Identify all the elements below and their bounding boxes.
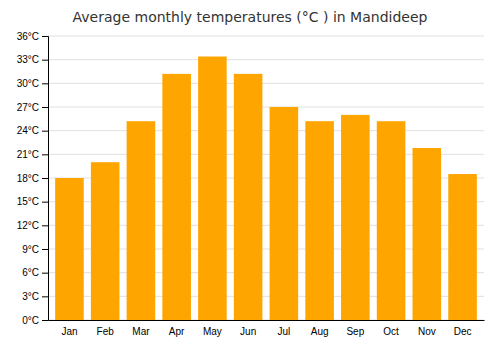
tick-label: Sep — [346, 326, 364, 337]
tick: 9°C — [22, 244, 48, 255]
bar — [127, 121, 156, 320]
grid — [48, 36, 484, 320]
tick: 24°C — [17, 125, 48, 136]
tick-label: May — [203, 326, 222, 337]
tick: May — [203, 326, 222, 337]
bar — [413, 148, 442, 320]
tick-label: Jun — [240, 326, 256, 337]
bar — [162, 74, 191, 320]
tick: Aug — [311, 326, 329, 337]
tick: Jun — [240, 326, 256, 337]
tick: Mar — [132, 326, 150, 337]
tick-label: Jul — [277, 326, 290, 337]
tick: 30°C — [17, 78, 48, 89]
tick-label: Apr — [169, 326, 185, 337]
y-axis: 0°C 3°C 6°C 9°C 12°C 15°C 18°C 21°C 24°C 27°C 30°C… — [17, 31, 49, 326]
tick-mark — [42, 320, 48, 321]
bar — [448, 174, 477, 320]
tick-label: 21°C — [17, 149, 39, 160]
grid-line — [48, 130, 484, 131]
bar — [198, 57, 227, 320]
title: Average monthly temperatures (°C ) in Ma… — [73, 9, 428, 25]
tick: Jul — [277, 326, 290, 337]
tick-label: 0°C — [22, 315, 39, 326]
tick-label: 30°C — [17, 78, 39, 89]
tick-label: 3°C — [22, 291, 39, 302]
axis-line — [49, 320, 485, 321]
tick-label: Dec — [454, 326, 472, 337]
tick-label: 15°C — [17, 196, 39, 207]
tick-mark — [42, 36, 48, 37]
tick-label: Oct — [383, 326, 399, 337]
tick-label: 9°C — [22, 244, 39, 255]
tick: Dec — [454, 326, 472, 337]
tick: 3°C — [22, 291, 48, 302]
tick: 6°C — [22, 267, 48, 278]
grid-line — [48, 107, 484, 108]
tick: 0°C — [22, 315, 48, 326]
tick-label: 12°C — [17, 220, 39, 231]
tick-mark — [42, 83, 48, 84]
tick-mark — [42, 154, 48, 155]
x-axis: Jan Feb Mar Apr May Jun Jul Aug Sep Oct Nov Dec — [49, 321, 485, 338]
tick-mark — [42, 273, 48, 274]
tick-mark — [42, 60, 48, 61]
tick: Sep — [346, 326, 364, 337]
tick-label: Feb — [97, 326, 115, 337]
tick-label: Jan — [61, 326, 77, 337]
tick: 33°C — [17, 54, 48, 65]
bars — [55, 57, 477, 320]
bar — [270, 107, 299, 320]
bar — [305, 121, 334, 320]
tick-label: 36°C — [17, 31, 39, 42]
tick-label: 18°C — [17, 173, 39, 184]
plot: 0°C 3°C 6°C 9°C 12°C 15°C 18°C 21°C 24°C 27°C 30°C… — [17, 31, 485, 337]
grid-line — [48, 36, 484, 37]
bar — [377, 121, 406, 320]
tick: 15°C — [17, 196, 48, 207]
bar — [234, 74, 263, 320]
tick-label: 24°C — [17, 125, 39, 136]
bar — [55, 178, 84, 320]
grid-line — [48, 59, 484, 60]
tick: 27°C — [17, 102, 48, 113]
tick: Feb — [97, 326, 115, 337]
tick-mark — [42, 225, 48, 226]
chart: Average monthly temperatures (°C ) in Ma… — [0, 0, 500, 350]
bar — [91, 162, 120, 320]
tick: 21°C — [17, 149, 48, 160]
bar — [341, 115, 370, 320]
tick: 18°C — [17, 173, 48, 184]
axis-line — [42, 37, 49, 321]
tick-label: 33°C — [17, 54, 39, 65]
tick: 12°C — [17, 220, 48, 231]
tick-mark — [42, 178, 48, 179]
tick-mark — [42, 202, 48, 203]
tick-label: 6°C — [22, 267, 39, 278]
tick: Nov — [418, 326, 436, 337]
tick-mark — [42, 249, 48, 250]
tick-label: Mar — [132, 326, 150, 337]
tick-label: Aug — [311, 326, 329, 337]
tick: Jan — [61, 326, 77, 337]
tick-label: Nov — [418, 326, 436, 337]
tick: Apr — [169, 326, 185, 337]
tick-mark — [42, 107, 48, 108]
tick-mark — [42, 296, 48, 297]
tick: Oct — [383, 326, 399, 337]
tick-mark — [42, 131, 48, 132]
grid-line — [48, 83, 484, 84]
tick: 36°C — [17, 31, 48, 42]
tick-label: 27°C — [17, 102, 39, 113]
